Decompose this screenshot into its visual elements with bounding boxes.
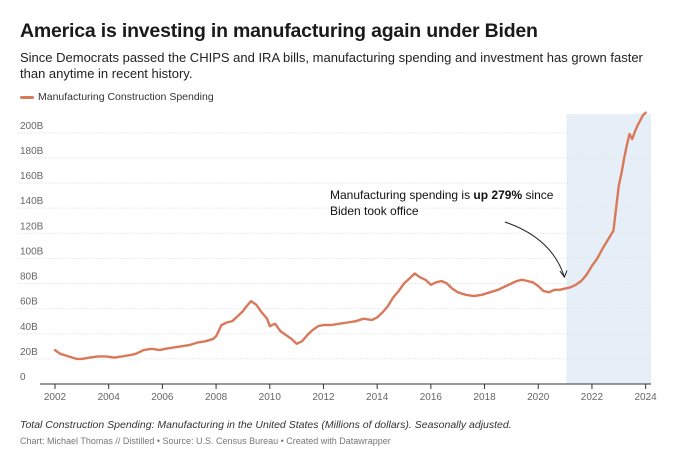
x-tick-label: 2004 bbox=[98, 392, 121, 403]
x-tick-label: 2020 bbox=[527, 392, 550, 403]
y-tick-label: 60B bbox=[20, 297, 38, 308]
y-tick-label: 200B bbox=[20, 121, 44, 132]
chart-title: America is investing in manufacturing ag… bbox=[20, 20, 538, 42]
series-line-manufacturing-construction-spending bbox=[53, 111, 647, 361]
x-tick-label: 2010 bbox=[259, 392, 282, 403]
y-tick-label: 100B bbox=[20, 246, 44, 257]
y-tick-label: 160B bbox=[20, 171, 44, 182]
annotation-line-2: Biden took office bbox=[330, 204, 419, 218]
x-tick-label: 2016 bbox=[420, 392, 443, 403]
y-tick-label: 0 bbox=[20, 372, 26, 383]
y-tick-label: 120B bbox=[20, 221, 44, 232]
y-tick-label: 20B bbox=[20, 347, 38, 358]
legend-label: Manufacturing Construction Spending bbox=[38, 91, 214, 103]
y-tick-label: 80B bbox=[20, 272, 38, 283]
x-tick-label: 2002 bbox=[44, 392, 67, 403]
x-tick-label: 2018 bbox=[473, 392, 496, 403]
annotation-arrowhead bbox=[559, 270, 568, 279]
x-tick-label: 2024 bbox=[635, 392, 658, 403]
x-tick-label: 2022 bbox=[581, 392, 604, 403]
annotation-line-1: Manufacturing spending is up 279% since bbox=[330, 188, 554, 202]
annotation-arrow bbox=[504, 221, 565, 278]
x-tick-label: 2014 bbox=[366, 392, 389, 403]
source-note: Total Construction Spending: Manufacturi… bbox=[20, 419, 512, 431]
biden-period-highlight bbox=[566, 114, 651, 384]
x-tick-label: 2012 bbox=[312, 392, 335, 403]
x-tick-label: 2006 bbox=[151, 392, 174, 403]
legend: Manufacturing Construction Spending bbox=[20, 91, 214, 103]
y-tick-label: 40B bbox=[20, 322, 38, 333]
chart-subtitle: Since Democrats passed the CHIPS and IRA… bbox=[20, 50, 643, 81]
legend-line-swatch bbox=[20, 95, 34, 99]
y-tick-label: 140B bbox=[20, 196, 44, 207]
x-tick-label: 2008 bbox=[205, 392, 228, 403]
credits: Chart: Michael Thomas // Distilled • Sou… bbox=[20, 436, 391, 446]
y-tick-label: 180B bbox=[20, 146, 44, 157]
